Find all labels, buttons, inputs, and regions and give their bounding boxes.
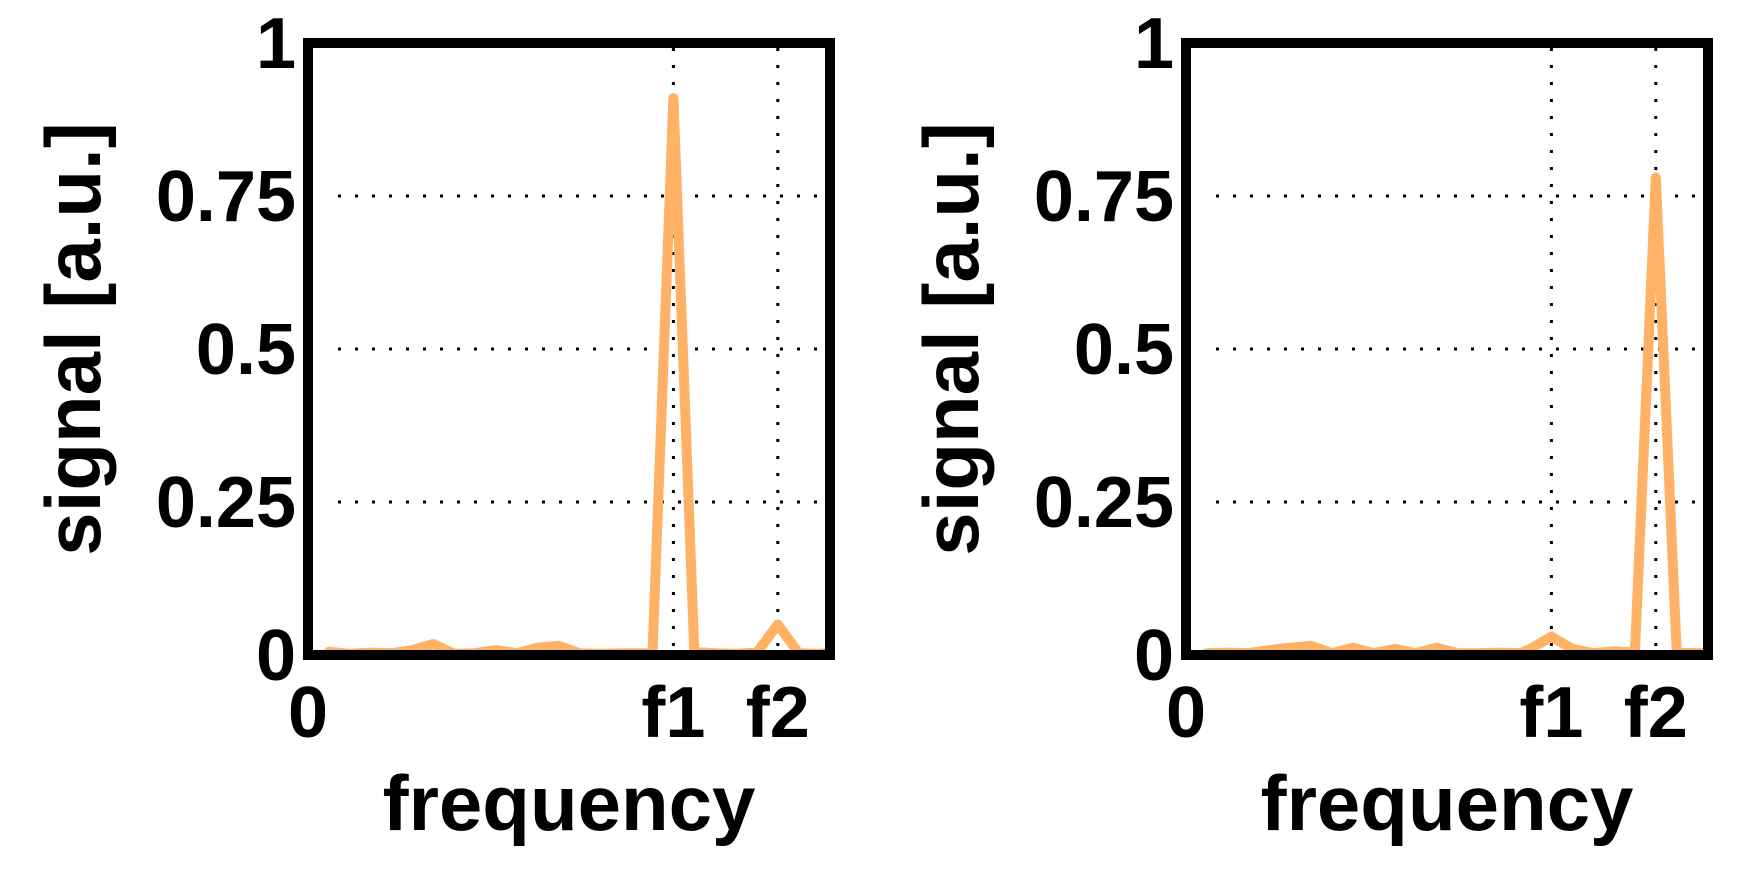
x-tick-label: f2 <box>746 673 810 753</box>
data-line <box>323 93 835 659</box>
x-axis-label: frequency <box>1261 759 1634 847</box>
y-tick-label: 0.25 <box>156 463 296 543</box>
y-axis-label: signal [a.u.] <box>29 122 117 555</box>
y-tick-label: 0.5 <box>196 310 296 390</box>
y-tick-label: 1 <box>1134 4 1174 84</box>
y-tick-label: 0 <box>1134 616 1174 696</box>
y-tick-label: 1 <box>256 4 296 84</box>
x-tick-label: 0 <box>288 673 328 753</box>
y-tick-label: 0.75 <box>1034 157 1174 237</box>
y-tick-label: 0.75 <box>156 157 296 237</box>
y-axis-label: signal [a.u.] <box>907 122 995 555</box>
y-tick-label: 0.25 <box>1034 463 1174 543</box>
data-line <box>1201 172 1713 659</box>
y-tick-label: 0.5 <box>1074 310 1174 390</box>
x-tick-label: f1 <box>641 673 705 753</box>
x-tick-label: f1 <box>1519 673 1583 753</box>
plot-frame <box>1181 38 1713 660</box>
y-tick-label: 0 <box>256 616 296 696</box>
x-tick-label: f2 <box>1624 673 1688 753</box>
plot-frame <box>303 38 835 660</box>
x-tick-label: 0 <box>1166 673 1206 753</box>
x-axis-label: frequency <box>383 759 756 847</box>
